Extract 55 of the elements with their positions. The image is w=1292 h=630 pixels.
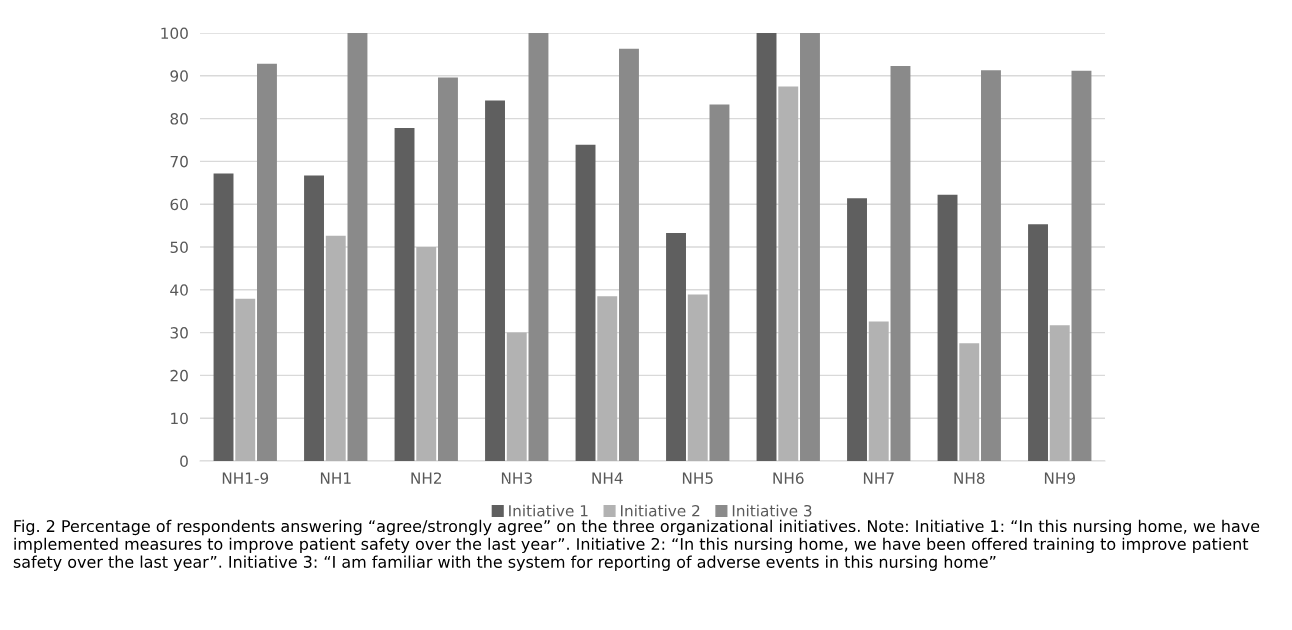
x-tick-label: NH6 bbox=[773, 472, 804, 484]
bar bbox=[1028, 224, 1048, 461]
bar bbox=[257, 63, 277, 461]
bar bbox=[347, 33, 368, 461]
bar bbox=[937, 194, 958, 461]
legend-label: Initiative 1 bbox=[509, 504, 588, 517]
bar bbox=[709, 104, 730, 461]
x-tick-label: NH4 bbox=[592, 472, 623, 484]
bar bbox=[528, 33, 549, 461]
bar bbox=[506, 332, 527, 461]
bar bbox=[847, 198, 867, 461]
bar bbox=[868, 321, 889, 461]
y-tick-label: 10 bbox=[171, 412, 188, 425]
bar bbox=[666, 232, 686, 461]
caption: Fig. 2 Percentage of respondents answering “agree/strongly agree” on the three organizational initiatives. Note: Initiative 1: “In this nursing home, we have implemented measures to improve patient safety over the last year”. Initiative 2: “In this nursing home, we have been offered training to improve patient safety over the last year”. Initiative 3: “I am familiar with the system for reporting of adverse events in this nursing home” bbox=[13, 519, 1260, 571]
bar bbox=[597, 296, 618, 461]
y-tick-label: 80 bbox=[170, 113, 188, 125]
bar bbox=[394, 128, 415, 461]
bar bbox=[981, 70, 1001, 461]
legend-label: Initiative 2 bbox=[621, 504, 700, 517]
bar bbox=[485, 100, 505, 461]
bar bbox=[1071, 70, 1092, 461]
x-tick-label: NH2 bbox=[411, 472, 442, 484]
bar bbox=[213, 173, 234, 461]
x-tick-label: NH7 bbox=[863, 472, 894, 484]
x-tick-label: NH1 bbox=[320, 472, 351, 484]
x-tick-label: NH9 bbox=[1044, 472, 1075, 484]
y-tick-label: 90 bbox=[170, 70, 188, 82]
bar bbox=[756, 33, 777, 461]
bar bbox=[235, 298, 256, 461]
bar bbox=[304, 175, 324, 461]
bar bbox=[1049, 325, 1070, 461]
bar bbox=[687, 294, 708, 461]
x-tick-label: NH5 bbox=[682, 472, 713, 484]
bar bbox=[778, 86, 799, 461]
bar bbox=[959, 343, 980, 461]
bar bbox=[438, 77, 458, 461]
y-tick-label: 40 bbox=[170, 284, 188, 296]
bar bbox=[575, 144, 596, 461]
y-tick-label: 70 bbox=[170, 155, 188, 168]
legend-label: Initiative 3 bbox=[732, 504, 812, 517]
bar bbox=[890, 65, 911, 461]
y-tick-label: 50 bbox=[170, 241, 188, 254]
y-tick-label: 20 bbox=[170, 369, 188, 382]
bar bbox=[416, 247, 437, 461]
x-tick-label: NH1-9 bbox=[222, 472, 269, 484]
x-tick-label: NH8 bbox=[954, 472, 985, 484]
x-tick-label: NH3 bbox=[501, 472, 532, 484]
y-tick-label: 30 bbox=[170, 327, 188, 339]
bar bbox=[325, 235, 346, 461]
y-tick-label: 60 bbox=[170, 198, 188, 211]
bar bbox=[619, 48, 639, 461]
y-tick-label: 0 bbox=[180, 455, 188, 468]
bar bbox=[800, 33, 820, 461]
y-tick-label: 100 bbox=[161, 27, 188, 40]
